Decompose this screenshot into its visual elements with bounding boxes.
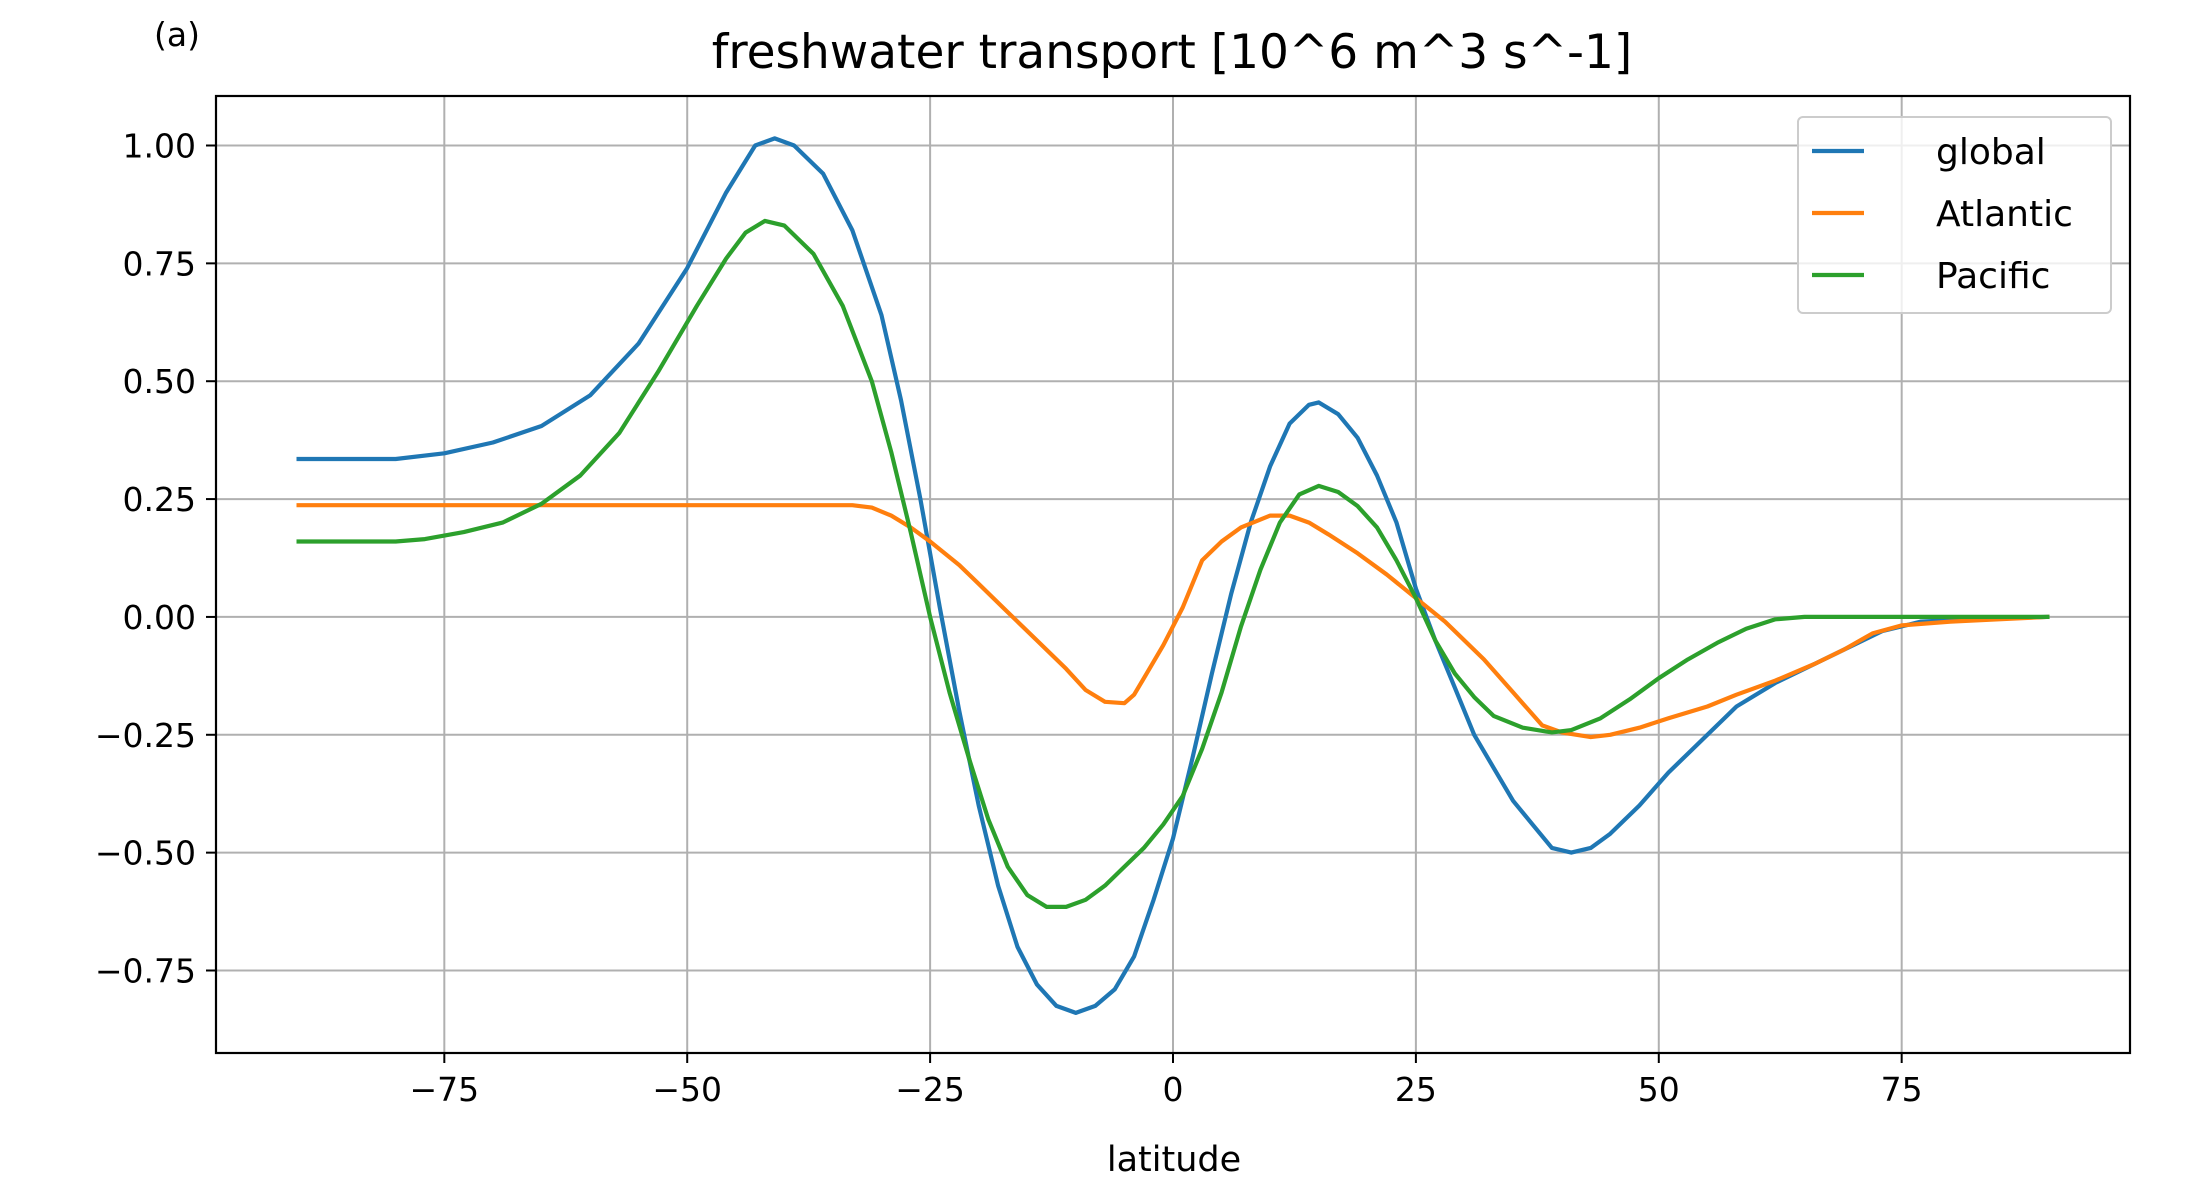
x-axis-label: latitude <box>1107 1140 1241 1180</box>
x-tick-label: −50 <box>652 1070 722 1109</box>
x-tick-label: 0 <box>1163 1070 1184 1109</box>
series-line-global <box>296 136 2050 1015</box>
legend-box <box>1797 116 2112 314</box>
panel-label: (a) <box>154 15 200 54</box>
series-line-pacific <box>296 218 2050 909</box>
x-tick-label: 50 <box>1638 1070 1680 1109</box>
x-axis: −75 −50 −25 0 25 50 75 <box>409 1053 1923 1109</box>
y-tick-label: 0.25 <box>123 480 196 519</box>
series-line-atlantic <box>296 503 2050 740</box>
series-lines <box>296 136 2050 1015</box>
y-axis: 1.00 0.75 0.50 0.25 0.00 −0.25 −0.50 −0.75 <box>95 127 216 991</box>
y-tick-label: −0.75 <box>95 952 196 991</box>
x-tick-label: −75 <box>409 1070 479 1109</box>
x-tick-label: 75 <box>1881 1070 1923 1109</box>
legend: global Atlantic Pacific <box>1797 116 2112 314</box>
y-tick-label: 0.50 <box>123 362 196 401</box>
y-tick-label: −0.50 <box>95 834 196 873</box>
legend-label-global: global <box>1936 132 2046 173</box>
y-tick-label: 1.00 <box>123 127 196 166</box>
chart-title: freshwater transport [10^6 m^3 s^-1] <box>712 25 1632 80</box>
y-tick-label: 0.75 <box>123 244 196 283</box>
y-tick-label: 0.00 <box>123 598 196 637</box>
x-tick-label: −25 <box>895 1070 965 1109</box>
y-tick-label: −0.25 <box>95 716 196 755</box>
legend-label-atlantic: Atlantic <box>1936 194 2073 235</box>
legend-label-pacific: Pacific <box>1936 256 2050 297</box>
x-tick-label: 25 <box>1395 1070 1437 1109</box>
grid <box>216 96 2130 1053</box>
